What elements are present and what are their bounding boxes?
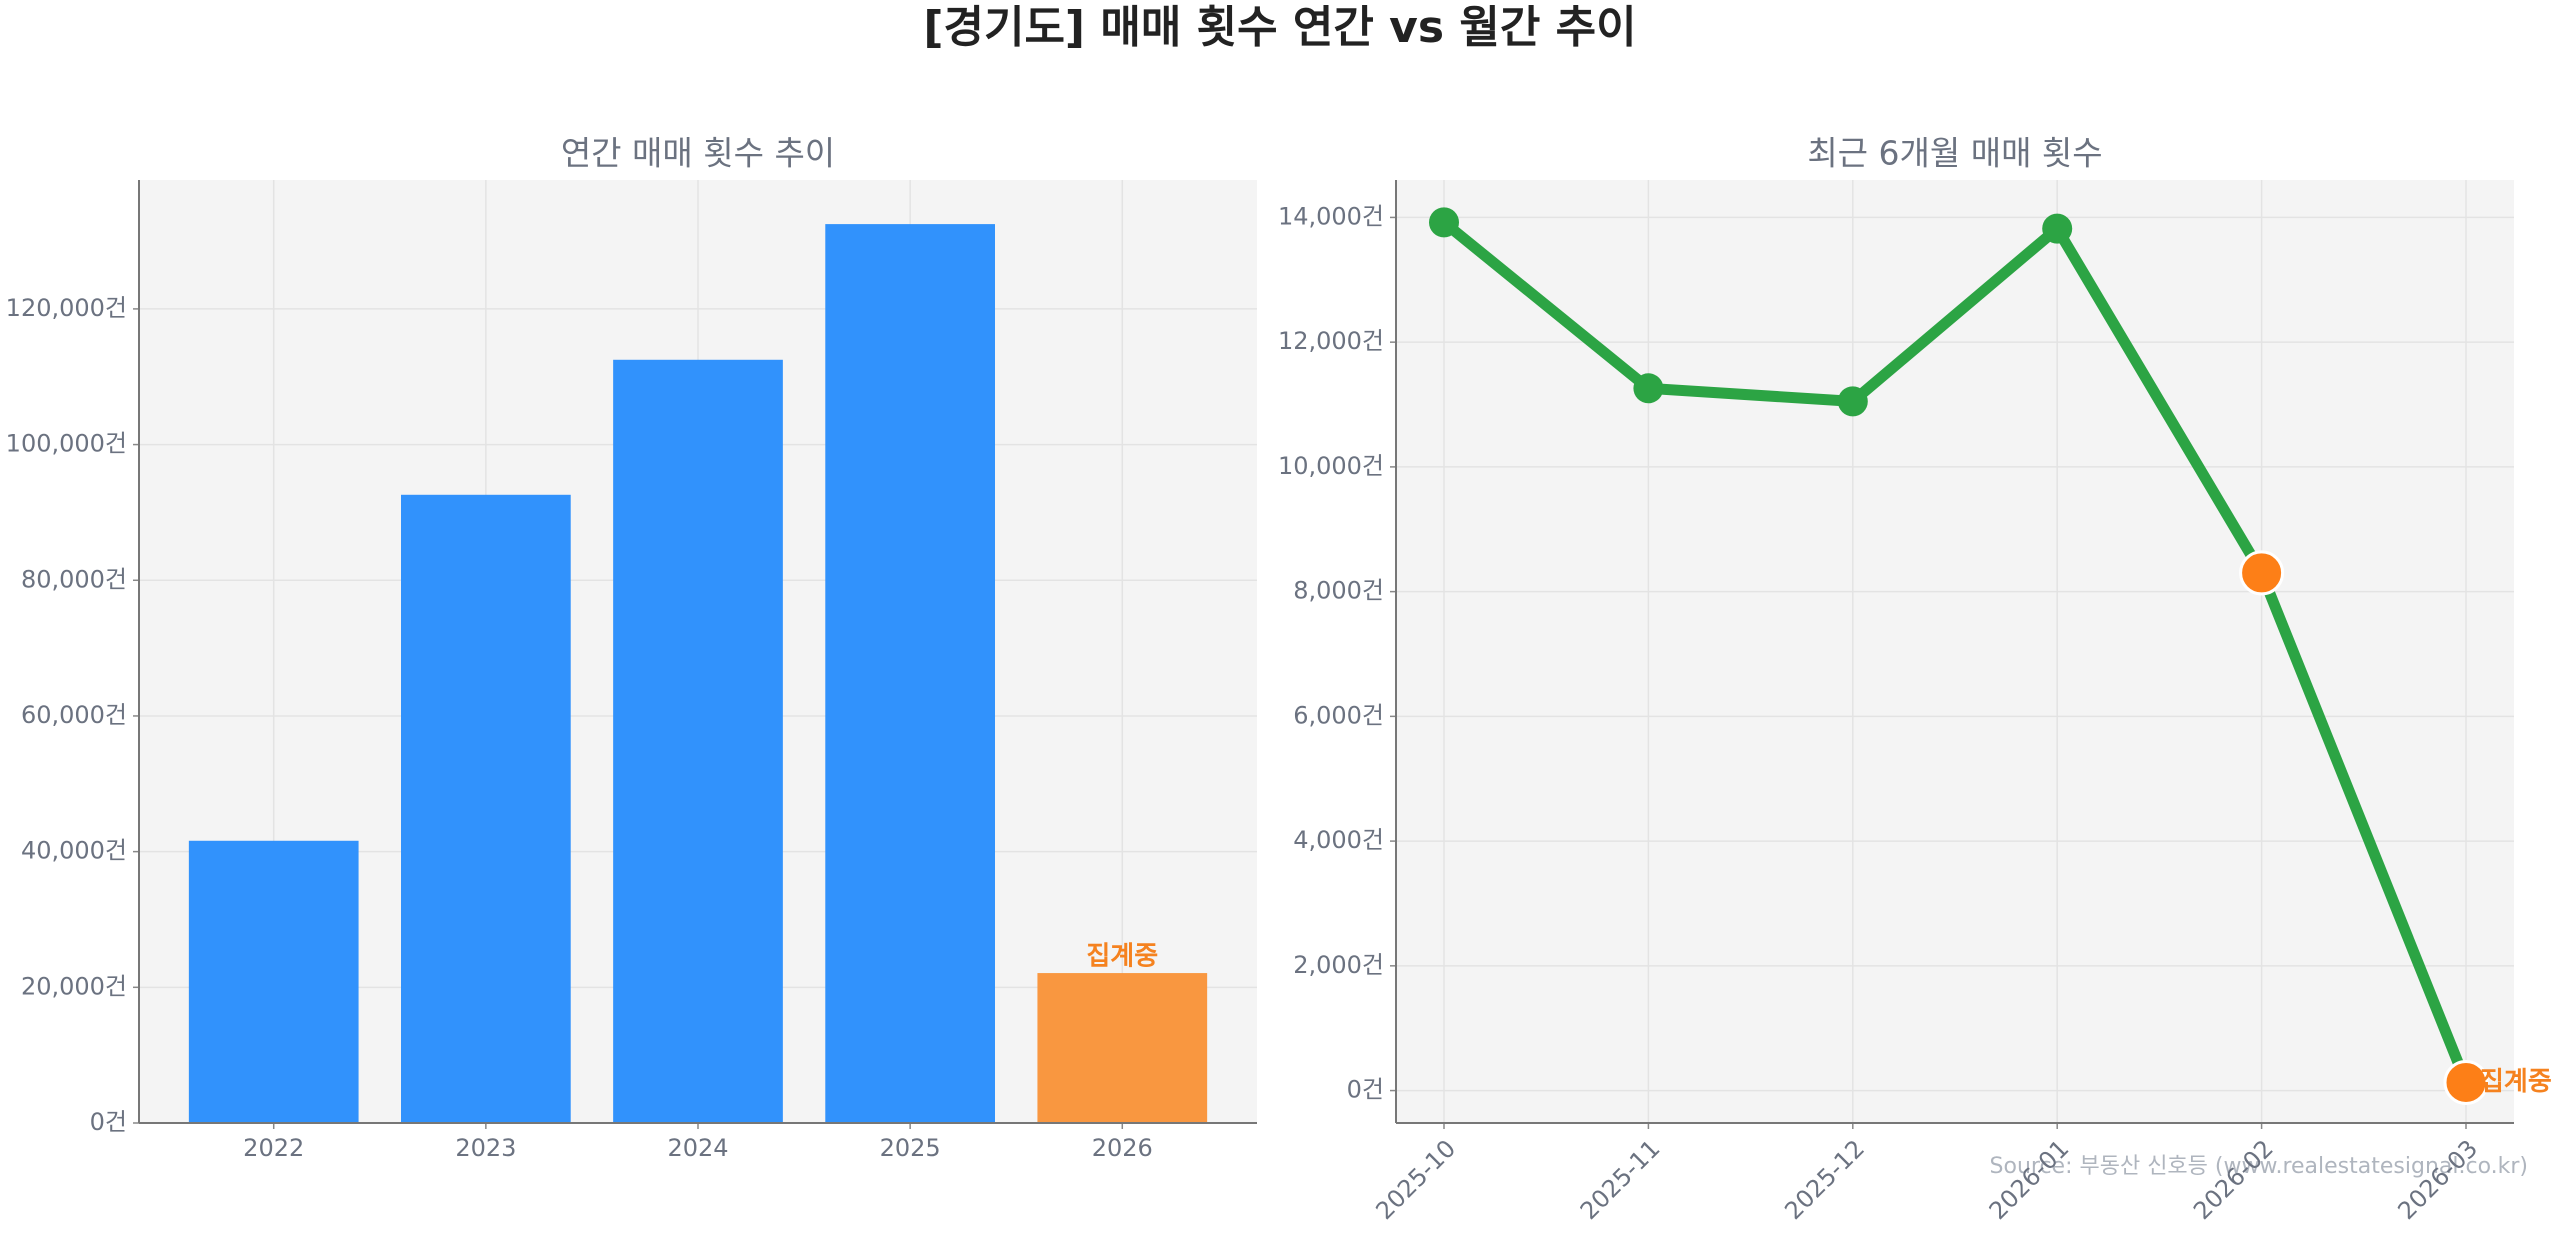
x-tick-label: 2023 [455, 1134, 516, 1162]
source-note: Source: 부동산 신호등 (www.realestatesignal.co… [1990, 1154, 2528, 1179]
bar [613, 359, 783, 1123]
marker [1837, 386, 1868, 417]
annotation: 집계중 [1086, 942, 1158, 972]
y-tick-label: 120,000건 [6, 294, 127, 322]
marker [1429, 207, 1459, 238]
y-tick-label: 80,000건 [21, 565, 127, 593]
y-tick-label: 10,000건 [1278, 452, 1384, 480]
y-tick-label: 60,000건 [21, 701, 127, 729]
y-tick-label: 20,000건 [21, 972, 127, 1000]
x-tick-label: 2024 [667, 1134, 728, 1162]
y-tick-label: 2,000건 [1293, 951, 1384, 979]
y-tick-label: 6,000건 [1293, 701, 1384, 729]
x-tick-label: 2025 [880, 1134, 941, 1162]
bar [188, 840, 359, 1123]
marker [1633, 373, 1664, 404]
bar [400, 494, 571, 1123]
x-tick-label: 2025-11 [1575, 1134, 1666, 1225]
x-tick-label: 2025-10 [1370, 1134, 1461, 1225]
x-tick-label: 2025-12 [1779, 1134, 1870, 1225]
line [1440, 218, 2472, 1085]
figure-title: [경기도] 매매 횟수 연간 vs 월간 추이 [923, 2, 1636, 53]
y-tick-label: 8,000건 [1293, 577, 1384, 605]
x-tick-label: 2026-01 [1984, 1134, 2075, 1225]
y-tick-label: 100,000건 [6, 430, 127, 458]
subplot-title: 최근 6개월 매매 횟수 [1807, 134, 2102, 173]
y-tick-label: 0건 [90, 1108, 127, 1136]
y-tick-label: 12,000건 [1278, 327, 1384, 355]
y-tick-label: 0건 [1347, 1076, 1384, 1104]
subplot-title: 연간 매매 횟수 추이 [561, 134, 835, 173]
x-tick-label: 2026-03 [2392, 1134, 2483, 1225]
marker [2239, 550, 2285, 596]
bar [825, 224, 996, 1124]
marker [2042, 213, 2073, 244]
bar [1037, 973, 1208, 1123]
x-tick-label: 2022 [243, 1134, 304, 1162]
y-tick-label: 14,000건 [1278, 202, 1384, 230]
x-tick-label: 2026 [1092, 1134, 1153, 1162]
y-tick-label: 4,000건 [1293, 826, 1384, 854]
marker [2443, 1059, 2489, 1105]
y-tick-label: 40,000건 [21, 837, 127, 865]
x-tick-label: 2026-02 [2188, 1134, 2279, 1225]
annotation: 집계중 [2480, 1067, 2552, 1097]
